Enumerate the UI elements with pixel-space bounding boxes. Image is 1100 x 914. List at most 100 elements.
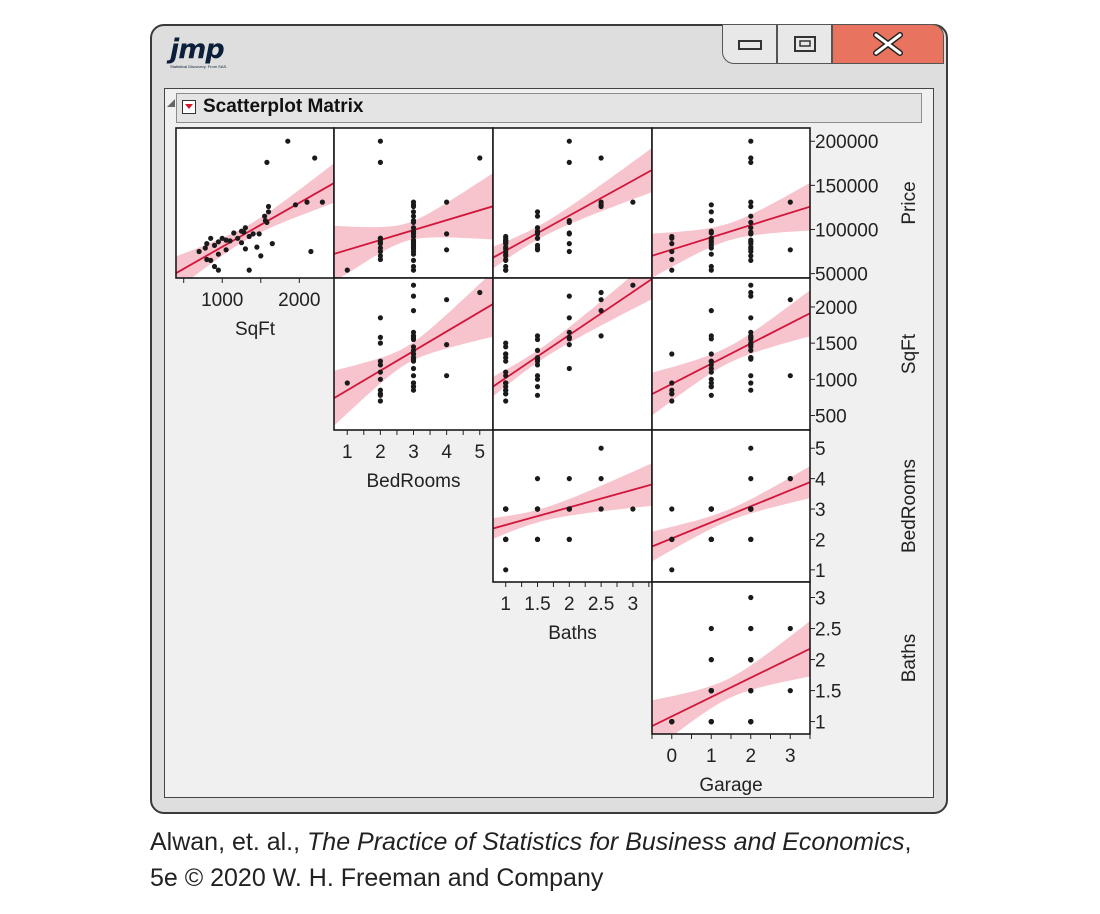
fit-line xyxy=(652,647,810,727)
data-point xyxy=(748,506,754,512)
data-point xyxy=(669,248,675,255)
data-point xyxy=(503,253,509,259)
jmp-logo: jmp Statistical Discovery. From SAS. xyxy=(170,36,227,69)
data-point xyxy=(503,567,509,573)
data-point xyxy=(503,267,509,273)
data-point xyxy=(787,373,793,379)
data-point xyxy=(503,351,509,357)
data-point xyxy=(534,333,541,339)
data-point xyxy=(534,347,541,353)
data-point xyxy=(598,155,604,161)
data-point xyxy=(231,230,237,236)
data-point xyxy=(787,688,793,694)
right-tick-label-sqft: 1500 xyxy=(815,334,857,355)
window-controls xyxy=(722,24,944,64)
outline-header[interactable] xyxy=(176,93,922,123)
minimize-button[interactable] xyxy=(722,24,777,64)
data-point xyxy=(534,376,541,382)
data-point xyxy=(410,355,417,361)
data-point xyxy=(410,344,417,350)
data-point xyxy=(256,231,262,237)
close-button[interactable] xyxy=(832,24,944,64)
maximize-button[interactable] xyxy=(777,24,832,64)
column-label-sqft: SqFt xyxy=(235,319,276,340)
right-tick-label-sqft: 1000 xyxy=(815,370,857,391)
data-point xyxy=(598,289,604,296)
data-point xyxy=(215,239,221,245)
data-point xyxy=(748,594,754,601)
data-point xyxy=(308,248,314,255)
data-point xyxy=(708,688,714,694)
data-point xyxy=(444,342,450,348)
data-point xyxy=(708,362,714,368)
column-label-baths: Baths xyxy=(548,623,597,644)
right-tick-label-price: 100000 xyxy=(815,220,878,241)
data-point xyxy=(219,235,225,241)
data-point xyxy=(566,231,572,237)
data-point xyxy=(708,245,714,251)
data-point xyxy=(566,241,572,247)
bottom-tick-label-sqft: 2000 xyxy=(278,290,320,311)
data-point xyxy=(246,267,252,273)
right-tick-label-baths: 2 xyxy=(815,651,826,672)
data-point xyxy=(708,351,714,357)
right-tick-label-price: 200000 xyxy=(815,132,878,153)
column-label-bedrooms: BedRooms xyxy=(367,471,461,492)
data-point xyxy=(708,376,714,382)
data-point xyxy=(748,387,754,393)
data-point xyxy=(377,159,383,165)
data-point xyxy=(748,203,754,210)
logo-text: jmp xyxy=(170,34,225,65)
row-label-bedrooms: BedRooms xyxy=(899,459,920,553)
data-point xyxy=(444,373,450,379)
data-point xyxy=(265,209,272,215)
data-point xyxy=(246,233,252,240)
disclosure-triangle-icon[interactable] xyxy=(167,99,175,107)
data-point xyxy=(444,247,450,253)
bottom-tick-label-baths: 1.5 xyxy=(524,594,550,615)
data-point xyxy=(410,199,417,205)
red-triangle-menu-icon[interactable] xyxy=(182,100,196,114)
bottom-tick-label-baths: 2.5 xyxy=(588,594,614,615)
cell-background xyxy=(493,128,652,278)
fit-line xyxy=(652,312,810,395)
data-point xyxy=(215,251,221,257)
data-point xyxy=(708,308,714,314)
data-point xyxy=(377,391,383,397)
data-point xyxy=(208,257,214,263)
data-point xyxy=(410,365,417,372)
right-tick-label-baths: 1.5 xyxy=(815,682,841,703)
data-point xyxy=(238,240,245,246)
data-point xyxy=(377,376,383,382)
data-point xyxy=(630,199,636,205)
data-point xyxy=(787,247,793,253)
data-point xyxy=(534,235,541,241)
data-point xyxy=(377,362,383,368)
data-point xyxy=(377,358,383,364)
data-point xyxy=(534,373,541,379)
data-point xyxy=(227,238,233,244)
data-point xyxy=(534,362,541,368)
row-label-sqft: SqFt xyxy=(899,333,920,374)
data-point xyxy=(410,251,417,257)
data-point xyxy=(748,719,754,725)
data-point xyxy=(410,347,417,353)
bottom-tick-label-garage: 1 xyxy=(706,746,717,767)
cell-sqft-vs-garage xyxy=(651,277,811,431)
data-point xyxy=(748,329,754,335)
data-point xyxy=(748,213,754,219)
data-point xyxy=(566,248,572,255)
citation: Alwan, et. al., The Practice of Statisti… xyxy=(150,824,911,896)
data-point xyxy=(377,241,383,247)
data-point xyxy=(534,392,541,398)
data-point xyxy=(708,218,714,224)
data-point xyxy=(669,567,675,573)
data-point xyxy=(708,536,714,543)
data-point xyxy=(503,506,509,512)
data-point xyxy=(241,229,247,235)
data-point xyxy=(708,380,714,386)
data-point xyxy=(503,380,509,386)
data-point xyxy=(708,336,714,342)
data-point xyxy=(748,315,754,321)
data-point xyxy=(503,344,509,350)
